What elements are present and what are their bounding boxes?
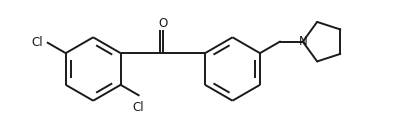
Text: N: N <box>298 35 307 48</box>
Text: O: O <box>158 17 167 30</box>
Text: Cl: Cl <box>32 36 43 49</box>
Text: Cl: Cl <box>133 101 145 114</box>
